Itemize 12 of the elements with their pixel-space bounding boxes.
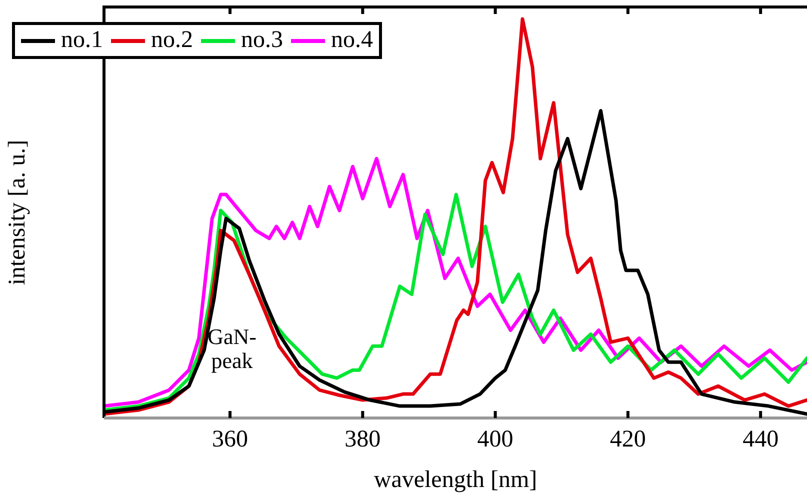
- x-axis-title: wavelength [nm]: [374, 466, 538, 493]
- x-tick-label: 400: [477, 426, 514, 453]
- legend-label: no.1: [61, 27, 103, 54]
- x-tick-label: 380: [344, 426, 381, 453]
- y-axis-title: intensity [a. u.]: [4, 140, 31, 286]
- legend-label: no.4: [331, 27, 373, 54]
- x-tick-label: 440: [742, 426, 779, 453]
- annotation: GaN- peak: [208, 324, 256, 373]
- legend-label: no.3: [241, 27, 283, 54]
- legend-label: no.2: [151, 27, 193, 54]
- x-tick-label: 360: [212, 426, 248, 453]
- x-tick-label: 420: [610, 426, 646, 453]
